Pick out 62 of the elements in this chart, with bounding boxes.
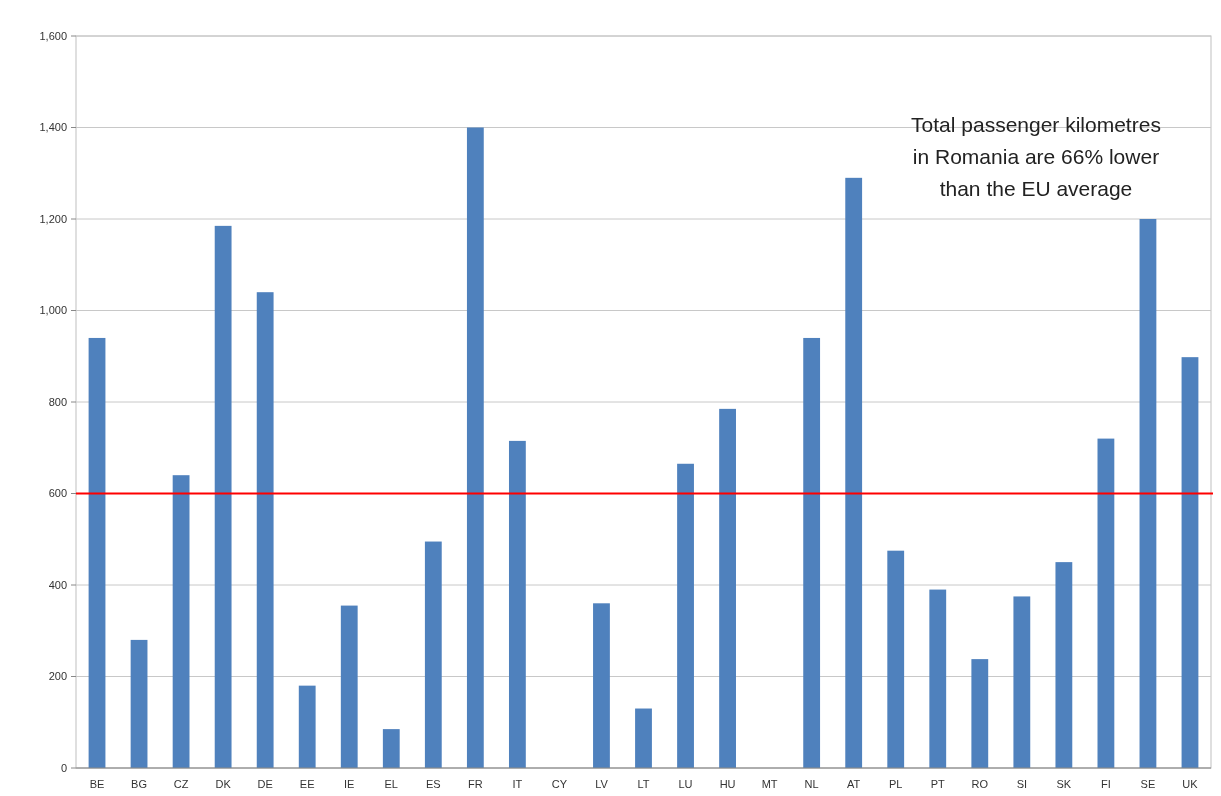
bar xyxy=(971,659,989,768)
x-tick-label: CZ xyxy=(173,778,189,790)
bar xyxy=(887,550,905,768)
y-tick-label: 0 xyxy=(60,761,67,774)
bar xyxy=(508,440,526,768)
bar xyxy=(929,589,947,768)
bar xyxy=(1013,596,1031,768)
x-tick-label: DK xyxy=(215,778,232,790)
bar xyxy=(424,541,442,768)
x-tick-label: SK xyxy=(1056,778,1072,790)
x-tick-label: EL xyxy=(384,778,399,790)
bar xyxy=(803,337,821,768)
y-tick-label: 400 xyxy=(48,578,67,591)
bar xyxy=(593,603,610,768)
bar xyxy=(1097,438,1115,768)
y-tick-label: 600 xyxy=(48,487,67,500)
x-tick-label: LV xyxy=(595,778,609,790)
annotation: Total passenger kilometres in Romania are 66% lower than the EU average xyxy=(911,113,1161,200)
x-tick-label: SE xyxy=(1140,778,1156,790)
bar xyxy=(1055,562,1073,768)
y-tick-label: 1,400 xyxy=(39,121,67,134)
x-tick-label: LT xyxy=(637,778,650,790)
bar xyxy=(635,708,652,768)
bar xyxy=(214,225,232,768)
x-tick-label: DE xyxy=(257,778,273,790)
y-tick-label: 200 xyxy=(48,670,67,683)
x-tick-label: SI xyxy=(1016,778,1028,790)
y-tick-label: 1,200 xyxy=(39,212,67,225)
bar xyxy=(256,292,274,768)
x-tick-label: EE xyxy=(299,778,315,790)
x-tick-label: IE xyxy=(344,778,355,790)
bar xyxy=(298,685,316,768)
bar xyxy=(130,639,148,768)
bar xyxy=(719,408,736,768)
x-tick-label: UK xyxy=(1182,778,1199,790)
bar xyxy=(382,729,400,768)
x-tick-label: FR xyxy=(468,778,483,790)
bar xyxy=(88,337,106,768)
x-tick-label: BG xyxy=(131,778,148,790)
x-tick-label: RO xyxy=(971,778,989,790)
x-tick-label: MT xyxy=(761,778,778,790)
x-tick-label: CY xyxy=(551,778,568,790)
bar xyxy=(845,177,863,768)
bar xyxy=(466,127,484,768)
bar xyxy=(677,463,694,768)
x-tick-label: AT xyxy=(847,778,861,790)
x-tick-label: FI xyxy=(1101,778,1111,790)
x-tick-label: ES xyxy=(425,778,441,790)
bar xyxy=(172,475,190,768)
bar xyxy=(340,605,358,768)
x-tick-label: BE xyxy=(89,778,105,790)
bar xyxy=(1139,219,1157,768)
x-tick-label: HU xyxy=(719,778,736,790)
y-tick-label: 1,000 xyxy=(39,304,67,317)
x-tick-label: NL xyxy=(804,778,819,790)
x-tick-label: PT xyxy=(930,778,946,790)
y-tick-label: 1,600 xyxy=(39,29,67,42)
x-tick-label: LU xyxy=(678,778,693,790)
x-tick-label: PL xyxy=(888,778,903,790)
bar xyxy=(1181,357,1199,768)
y-tick-label: 800 xyxy=(48,395,67,408)
x-tick-label: IT xyxy=(512,778,523,790)
